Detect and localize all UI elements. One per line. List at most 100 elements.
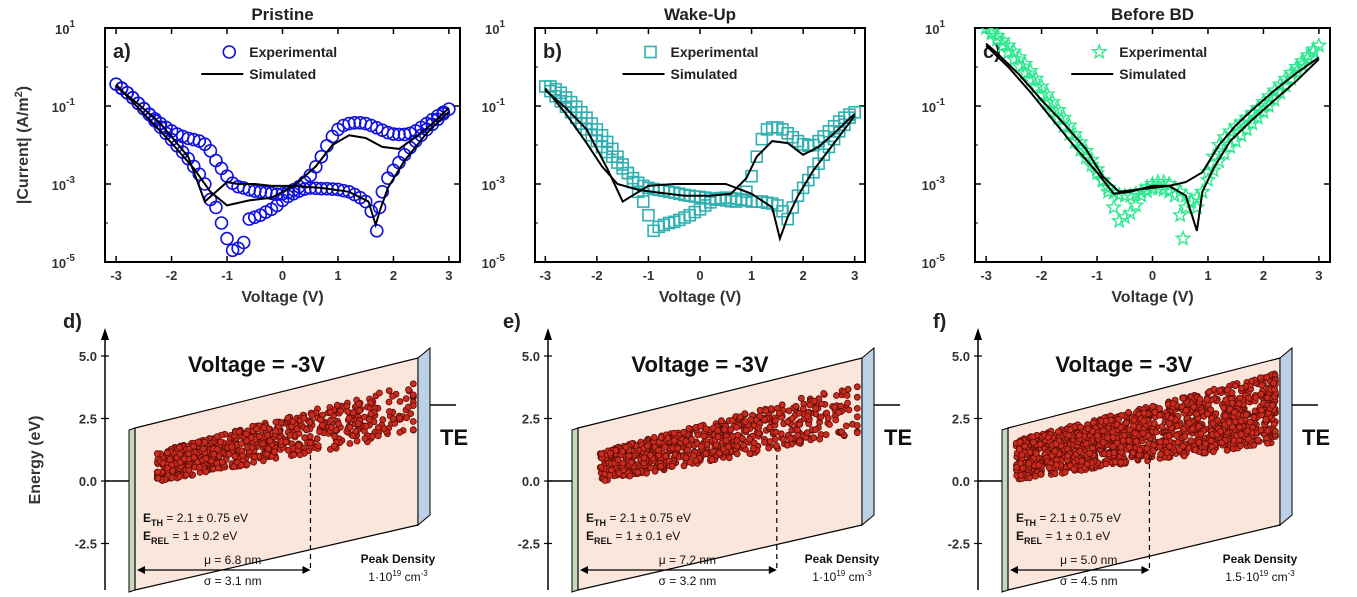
defect-trap (734, 431, 742, 439)
eth-value: = 2.1 ± 0.75 eV (163, 511, 248, 525)
exp-point (1027, 69, 1045, 87)
defect-trap (235, 428, 243, 436)
exp-point (386, 127, 401, 141)
energy-tick-label: 5.0 (952, 349, 970, 364)
eth-symbol: E (1016, 511, 1024, 525)
defect-trap (1237, 417, 1245, 425)
exp-point (1082, 150, 1100, 168)
defect-trap (301, 434, 309, 442)
defect-trap (853, 413, 861, 421)
peak-density-value: 1.5·1019 cm-3 (1225, 569, 1295, 584)
defect-trap (1236, 423, 1243, 431)
exp-point (994, 31, 1012, 48)
exp-point (308, 160, 323, 174)
defect-trap (842, 422, 850, 430)
defect-trap (334, 420, 342, 428)
y-tick-label: 10-5 (482, 253, 506, 271)
defect-trap (655, 446, 662, 454)
defect-trap (1271, 427, 1279, 435)
defect-trap (1182, 406, 1190, 414)
eth-subscript: TH (151, 518, 163, 528)
defect-trap (817, 413, 825, 421)
defect-trap (1102, 417, 1110, 425)
energy-axis-arrow (101, 328, 109, 340)
defect-trap (831, 403, 839, 411)
defect-trap (326, 408, 334, 416)
x-tick-label: -2 (1036, 268, 1048, 283)
defect-trap (614, 456, 622, 464)
exp-point (1174, 229, 1192, 246)
y-tick-exponent: -1 (66, 97, 75, 108)
peak-exponent: 19 (836, 569, 845, 578)
exp-point (231, 241, 245, 256)
defect-trap (1179, 442, 1187, 450)
defect-trap (1207, 437, 1215, 445)
exp-point (1132, 186, 1150, 204)
defect-trap (1052, 440, 1060, 448)
defect-trap (306, 432, 314, 440)
band-panel-e: e) 5.0 2.5 0.0 -2.5 TE Voltage = -3V μ = 7.2 nm… (503, 311, 912, 593)
defect-trap (333, 401, 341, 409)
defect-cloud (1012, 370, 1279, 483)
mu-arrow-head-left (137, 566, 145, 574)
defect-trap (716, 449, 723, 457)
defect-trap (1196, 395, 1204, 403)
defect-trap (670, 429, 678, 437)
defect-trap (1032, 472, 1039, 480)
erel-value: = 1 ± 0.1 eV (612, 529, 680, 543)
defect-trap (1032, 450, 1040, 457)
defect-trap (761, 438, 768, 446)
defect-trap (816, 435, 824, 443)
defect-trap (1075, 431, 1083, 439)
defect-trap (1086, 449, 1093, 457)
defect-trap (725, 443, 732, 451)
defect-trap (286, 432, 294, 439)
defect-trap (690, 452, 697, 460)
exp-point (1210, 136, 1228, 153)
defect-trap (164, 464, 171, 472)
defect-trap (766, 438, 774, 445)
defect-trap (284, 446, 292, 454)
x-tick-label: 1 (748, 268, 755, 283)
defect-trap (214, 464, 222, 472)
defect-trap (810, 434, 817, 442)
y-tick-label: 10-3 (52, 175, 76, 193)
exp-point (1055, 108, 1073, 126)
defect-trap (822, 431, 830, 439)
exp-point (1205, 161, 1223, 178)
defect-trap (812, 426, 820, 434)
defect-trap (1243, 411, 1250, 419)
defect-cloud (596, 383, 861, 484)
mu-label: μ = 5.0 nm (1060, 553, 1117, 567)
defect-trap (225, 450, 233, 458)
defect-trap (202, 468, 210, 476)
erel-subscript: REL (594, 536, 613, 546)
defect-trap (1046, 464, 1053, 472)
defect-trap (674, 444, 682, 452)
te-label: TE (1302, 425, 1330, 450)
defect-trap (396, 398, 404, 405)
defect-trap (661, 443, 669, 451)
defect-trap (1110, 449, 1118, 457)
defect-trap (1169, 400, 1177, 408)
defect-trap (714, 433, 722, 441)
defect-trap (601, 477, 609, 484)
y-tick-label: 101 (55, 19, 75, 37)
defect-trap (238, 440, 245, 448)
defect-trap (697, 422, 704, 430)
defect-trap (402, 395, 410, 403)
y-tick-exponent: -5 (936, 253, 945, 264)
energy-tick-label: 0.0 (522, 474, 540, 489)
energy-tick-label: -2.5 (75, 537, 97, 552)
exp-point (745, 169, 758, 183)
defect-trap (776, 409, 783, 417)
defect-trap (367, 399, 375, 407)
defect-trap (1026, 448, 1034, 456)
defect-trap (375, 389, 383, 397)
energy-tick-label: 2.5 (79, 412, 97, 427)
defect-trap (247, 434, 255, 442)
defect-trap (682, 437, 690, 445)
defect-trap (671, 437, 678, 444)
exp-point (1021, 61, 1039, 79)
defect-trap (354, 420, 362, 428)
